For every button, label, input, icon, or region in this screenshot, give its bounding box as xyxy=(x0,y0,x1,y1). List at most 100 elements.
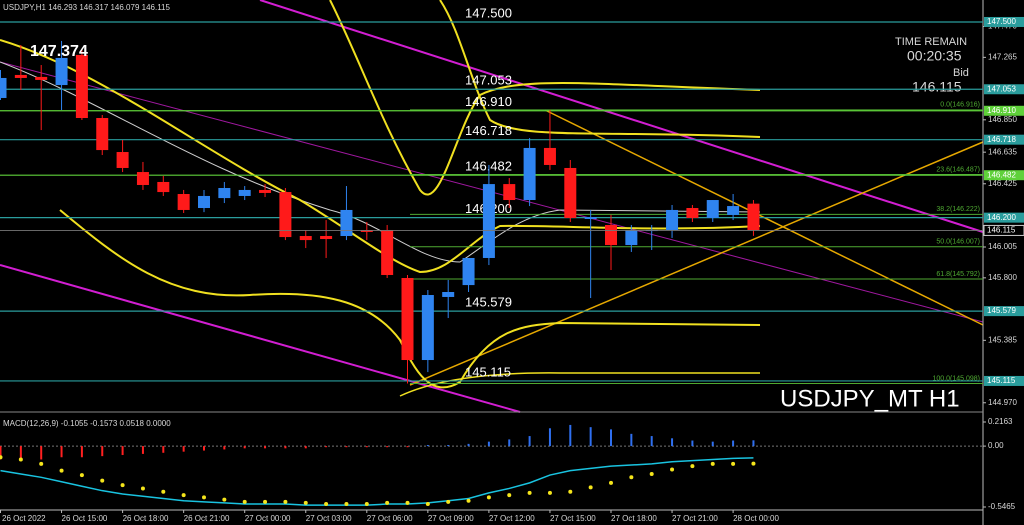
candle-body xyxy=(727,206,740,215)
fib-label: 0.0(146.916) xyxy=(940,102,980,109)
signal-dot xyxy=(222,497,227,502)
macd-histogram-bar xyxy=(284,446,287,449)
signal-dot xyxy=(202,495,206,500)
level-axis-box xyxy=(984,306,1024,317)
level-axis-label: 145.115 xyxy=(987,376,1016,385)
x-tick-label: 26 Oct 15:00 xyxy=(62,514,108,523)
candle-body xyxy=(177,194,190,210)
y-tick-label: 147.265 xyxy=(988,52,1017,61)
signal-dot xyxy=(547,490,552,495)
signal-dot xyxy=(303,500,308,505)
candle-body xyxy=(421,295,434,361)
band-upper xyxy=(329,0,761,196)
candle-body xyxy=(605,225,617,246)
macd-histogram-bar xyxy=(630,433,633,447)
macd-histogram-bar xyxy=(487,441,490,447)
macd-histogram-bar xyxy=(203,446,205,451)
macd-histogram-bar xyxy=(365,446,368,448)
x-tick-label: 26 Oct 2022 xyxy=(2,514,46,523)
level-label: 147.053 xyxy=(465,73,512,88)
signal-dot xyxy=(324,502,329,507)
signal-dot xyxy=(446,499,451,504)
level-label: 145.115 xyxy=(465,364,511,379)
band-upper-inner xyxy=(439,0,761,138)
level-axis-label: 147.500 xyxy=(987,17,1016,26)
level-axis-box xyxy=(984,105,1024,116)
x-tick-label: 27 Oct 21:00 xyxy=(672,514,718,523)
band-middle xyxy=(0,39,761,274)
band-lower-outer xyxy=(399,372,760,397)
channel-line xyxy=(0,264,521,413)
macd-histogram-bar xyxy=(243,446,246,449)
signal-dot xyxy=(344,502,349,507)
x-tick-label: 26 Oct 18:00 xyxy=(123,514,169,523)
signal-dot xyxy=(629,475,634,480)
signal-dot xyxy=(181,493,186,498)
candle-body xyxy=(238,189,251,196)
signal-dot xyxy=(364,502,369,507)
x-tick-label: 27 Oct 06:00 xyxy=(367,514,413,523)
candle-body xyxy=(75,54,88,119)
level-axis-label: 146.910 xyxy=(987,106,1016,115)
signal-dot xyxy=(18,457,23,462)
y-tick-label: 145.800 xyxy=(988,273,1017,282)
macd-histogram-bar xyxy=(101,446,104,457)
level-axis-box xyxy=(984,212,1024,223)
signal-dot xyxy=(527,490,532,495)
fib-label: 38.2(146.222) xyxy=(936,206,980,213)
macd-histogram-bar xyxy=(467,443,470,447)
signal-dot xyxy=(486,495,491,500)
signal-dot xyxy=(466,498,471,503)
macd-histogram-bar xyxy=(711,441,714,447)
candle-body xyxy=(218,187,231,199)
macd-histogram-bar xyxy=(182,446,185,452)
x-tick-label: 27 Oct 12:00 xyxy=(489,514,535,523)
candle-body xyxy=(116,152,129,168)
macd-y-tick-label: -0.5465 xyxy=(988,502,1016,511)
macd-histogram-bar xyxy=(691,440,694,447)
candle-body xyxy=(686,208,699,218)
timer: 00:20:35 xyxy=(907,48,962,64)
macd-histogram-bar xyxy=(141,446,144,454)
signal-dot xyxy=(79,473,84,478)
macd-histogram-bar xyxy=(162,446,165,453)
signal-dot xyxy=(140,486,145,491)
candle-body xyxy=(747,203,760,231)
high-label: 147.374 xyxy=(30,43,88,60)
macd-histogram-bar xyxy=(732,440,735,447)
bid-axis-box xyxy=(983,224,1024,236)
signal-dot xyxy=(507,493,512,498)
candle-body xyxy=(625,229,638,246)
level-axis-label: 145.579 xyxy=(987,306,1016,315)
macd-histogram-bar xyxy=(19,446,22,461)
signal-dot xyxy=(670,467,675,472)
macd-histogram-bar xyxy=(447,444,450,447)
candle-body xyxy=(55,57,68,86)
signal-dot xyxy=(39,461,44,466)
candle-body xyxy=(462,257,475,286)
y-tick-label: 145.385 xyxy=(988,335,1017,344)
macd-histogram-bar xyxy=(386,446,389,448)
band-lower xyxy=(59,209,761,389)
macd-histogram-bar xyxy=(589,427,592,447)
y-tick-label: 146.850 xyxy=(988,115,1017,124)
candle-body xyxy=(503,184,516,201)
macd-y-tick-label: 0.2163 xyxy=(988,417,1013,426)
x-tick-label: 26 Oct 21:00 xyxy=(184,514,230,523)
candle-body xyxy=(0,77,7,98)
signal-dot xyxy=(568,489,573,494)
candle-body xyxy=(136,172,149,185)
candle-body xyxy=(96,118,109,151)
signal-dot xyxy=(405,500,410,505)
signal-dot xyxy=(731,461,736,466)
macd-histogram-bar xyxy=(548,428,551,447)
macd-histogram-bar xyxy=(569,424,572,447)
signal-dot xyxy=(242,499,247,504)
candle-body xyxy=(564,167,577,218)
macd-histogram-bar xyxy=(121,446,124,456)
signal-dot xyxy=(710,461,715,466)
fib-label: 61.8(145.792) xyxy=(936,271,980,278)
signal-dot xyxy=(690,464,695,469)
